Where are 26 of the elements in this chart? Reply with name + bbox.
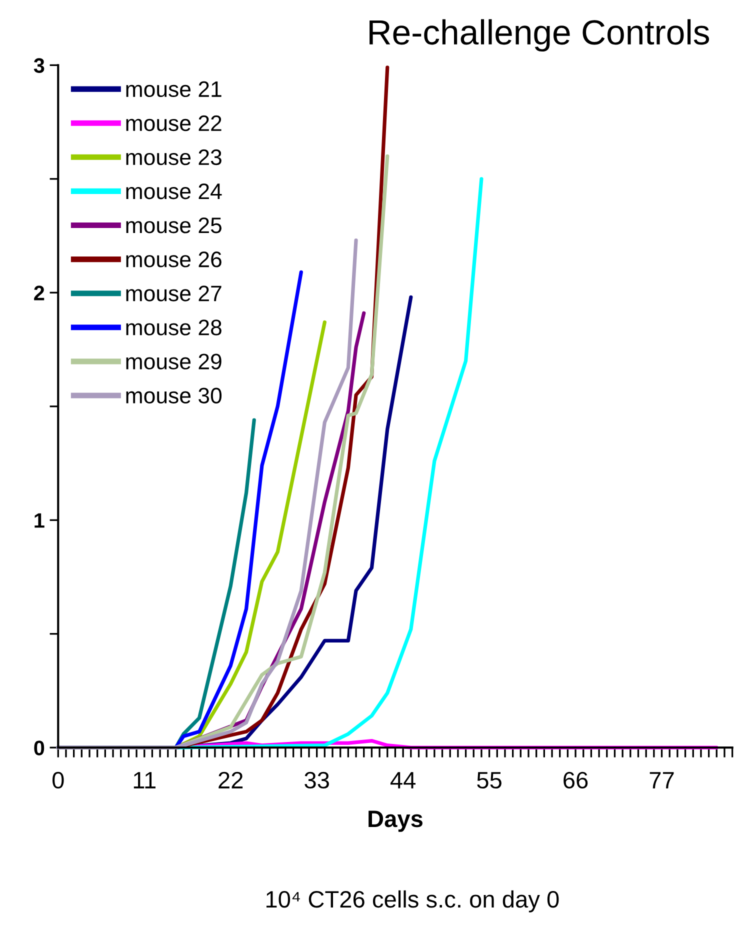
legend-label: mouse 23	[126, 149, 222, 166]
x-tick-label: 0	[52, 772, 64, 789]
y-tick-label: 0	[34, 740, 44, 756]
legend-label: mouse 21	[126, 81, 222, 98]
line-series	[56, 238, 358, 750]
x-axis-title: Days	[368, 810, 422, 832]
text: 10⁴ CT26 cells s.c. on day 0	[266, 890, 559, 912]
x-tick-label: 22	[218, 772, 243, 788]
x-tick-label: 66	[564, 772, 588, 789]
x-tick-label: 44	[390, 772, 416, 788]
y-tick-label: 1	[34, 513, 44, 528]
chart-title: Re-challenge Controls	[370, 19, 710, 52]
x-tick-label: 33	[304, 772, 329, 789]
x-tick-label: 77	[650, 772, 674, 788]
legend-label: mouse 27	[126, 286, 222, 302]
y-tick-label: 2	[34, 286, 44, 300]
legend-label: mouse 30	[126, 388, 222, 404]
legend-label: mouse 28	[126, 320, 222, 336]
x-tick-label: 11	[134, 772, 156, 788]
legend-label: mouse 26	[126, 252, 222, 268]
legend-label: mouse 25	[126, 218, 222, 234]
legend-label: mouse 24	[126, 183, 222, 200]
legend-label: mouse 29	[126, 354, 222, 370]
legend-label: mouse 22	[126, 115, 222, 132]
y-tick-label: 3	[34, 58, 44, 73]
x-tick-label: 55	[477, 772, 502, 789]
